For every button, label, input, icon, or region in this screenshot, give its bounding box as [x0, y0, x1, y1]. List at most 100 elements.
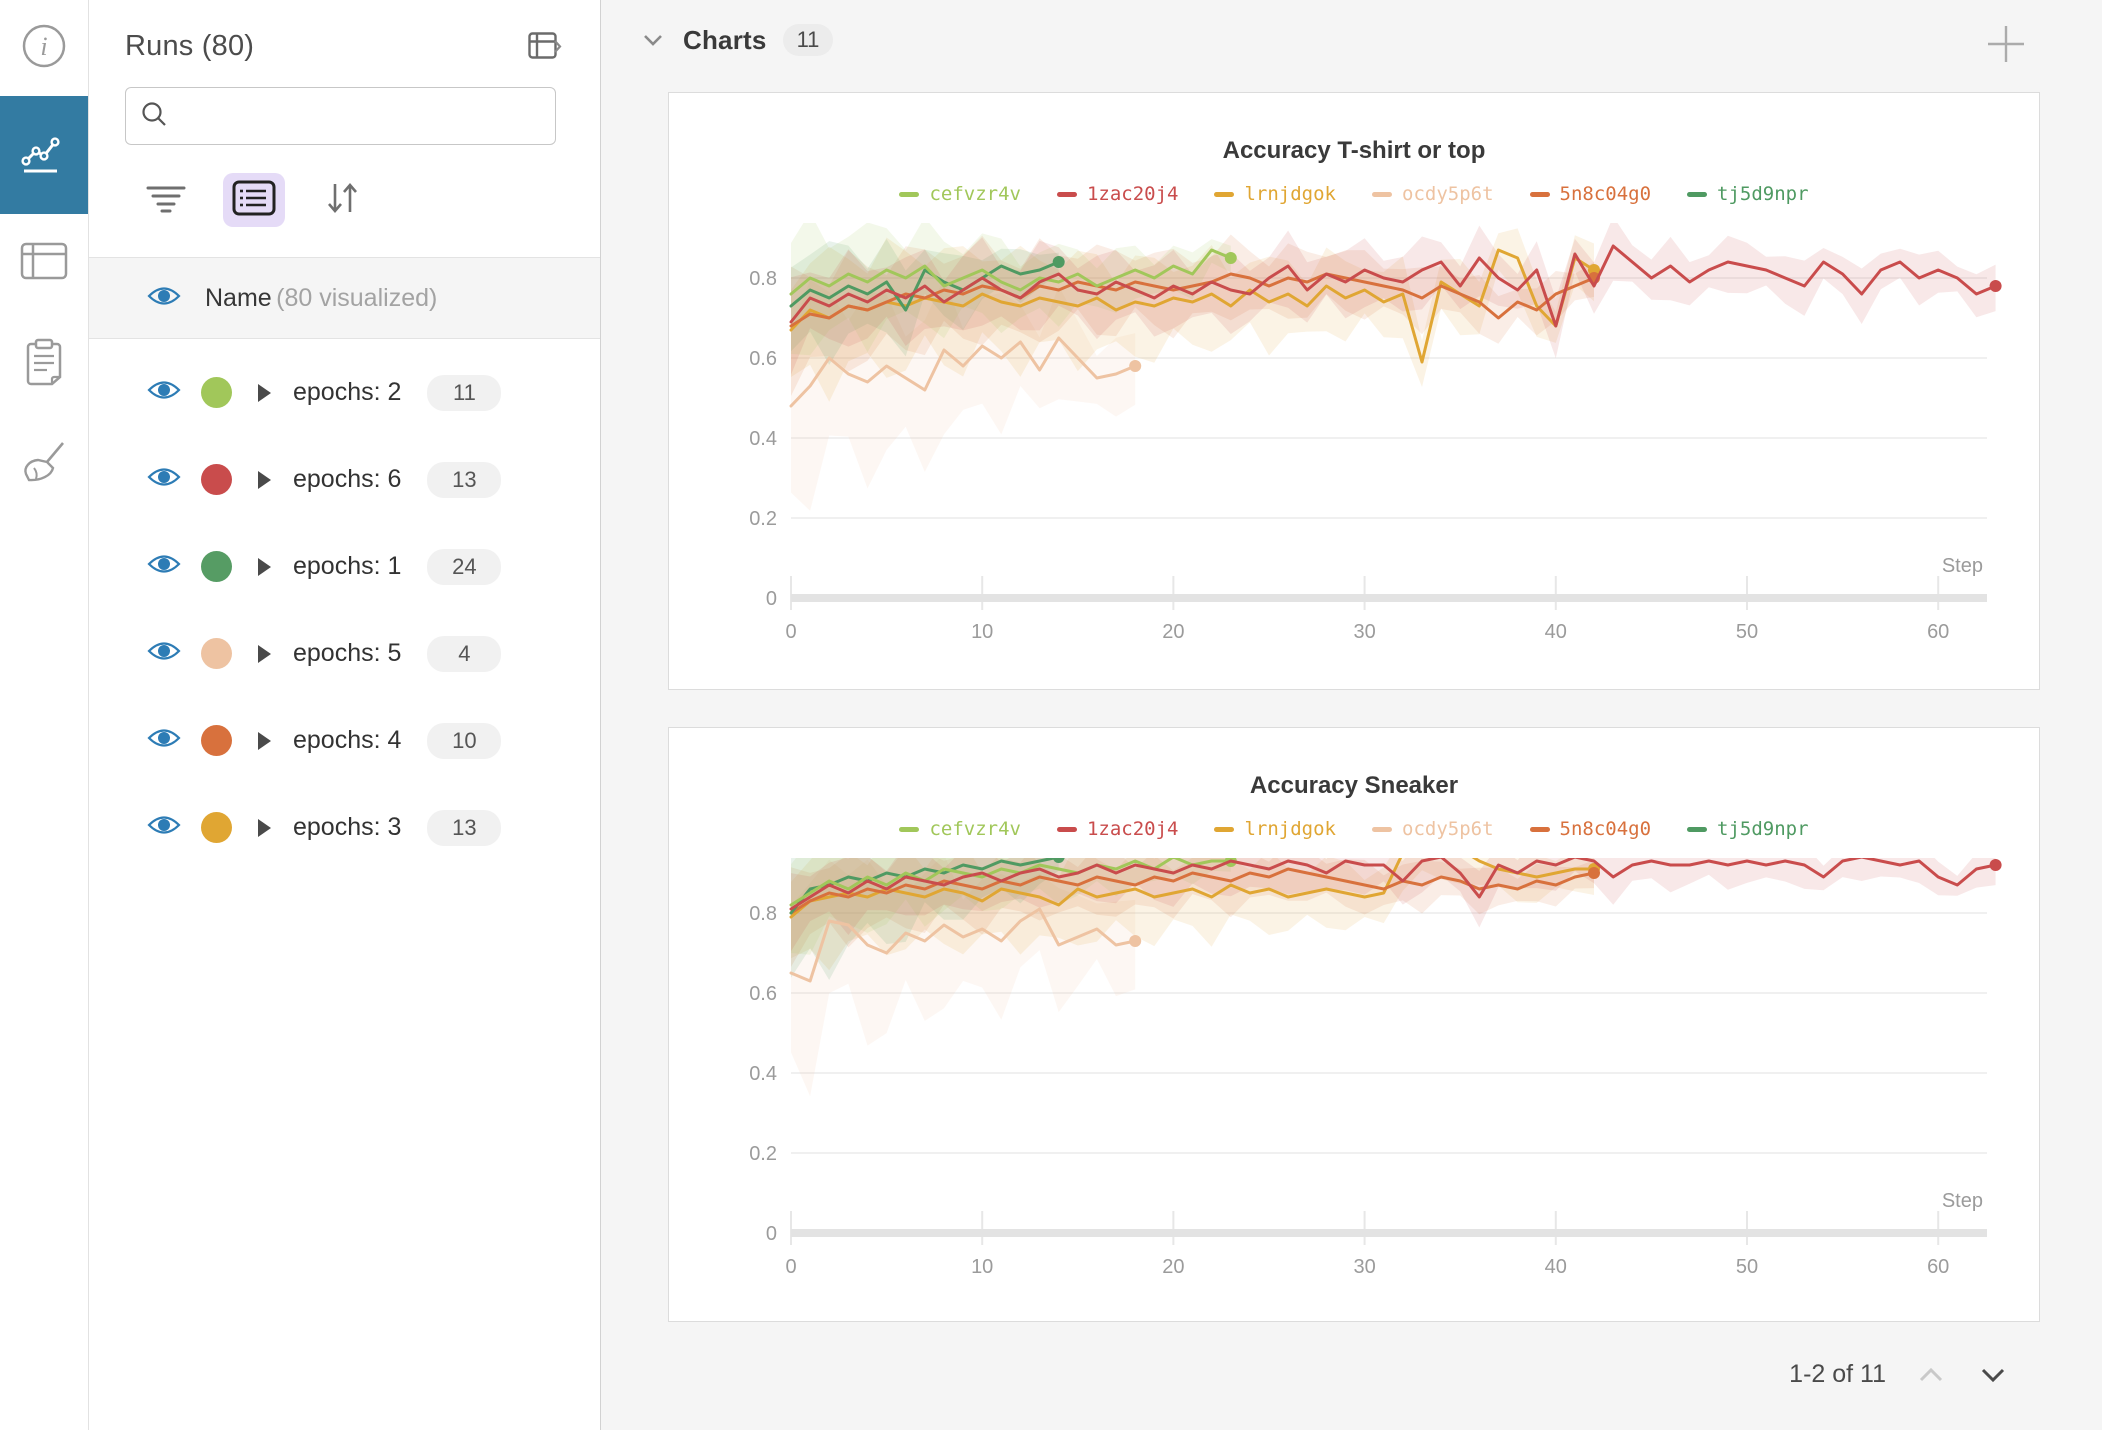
run-group-row[interactable]: epochs: 1 24	[89, 523, 600, 610]
visibility-eye-icon[interactable]	[147, 813, 181, 842]
svg-text:0.6: 0.6	[749, 983, 777, 1005]
pagination-label: 1-2 of 11	[1789, 1360, 1886, 1388]
legend-swatch	[1529, 191, 1550, 197]
visibility-eye-icon[interactable]	[147, 465, 181, 494]
runs-list-header[interactable]: Name (80 visualized)	[89, 257, 600, 339]
table-tab[interactable]	[0, 214, 88, 314]
run-group-row[interactable]: epochs: 6 13	[89, 436, 600, 523]
legend-run-name: 1zac20j4	[1086, 818, 1179, 840]
expand-caret-icon[interactable]	[258, 644, 271, 663]
run-group-label: epochs: 5	[293, 639, 402, 667]
svg-text:0.2: 0.2	[749, 508, 777, 530]
svg-text:0: 0	[766, 1223, 777, 1245]
svg-text:0: 0	[766, 588, 777, 610]
svg-text:0: 0	[785, 621, 796, 643]
run-group-row[interactable]: epochs: 5 4	[89, 610, 600, 697]
svg-text:Step: Step	[1942, 1190, 1983, 1212]
svg-text:20: 20	[1162, 621, 1184, 643]
sort-button[interactable]	[311, 173, 373, 227]
plus-icon	[1988, 26, 2024, 62]
expand-caret-icon[interactable]	[258, 731, 271, 750]
legend-run-name: ocdy5p6t	[1402, 818, 1494, 840]
legend-item[interactable]: 5n8c04g0	[1529, 818, 1651, 840]
search-input[interactable]	[178, 102, 541, 130]
notes-tab[interactable]	[0, 314, 88, 414]
info-tab[interactable]: i	[0, 0, 88, 96]
expand-caret-icon[interactable]	[258, 383, 271, 402]
workspace-main: Charts 11 Accuracy T-shirt or top cefvzr…	[601, 0, 2102, 1430]
group-list-button[interactable]	[223, 173, 285, 227]
legend-item[interactable]: ocdy5p6t	[1372, 818, 1494, 840]
charts-section-title: Charts	[683, 24, 767, 55]
run-group-count-badge: 13	[427, 461, 502, 498]
legend-item[interactable]: lrnjdgok	[1214, 818, 1336, 840]
page-up-button[interactable]	[1914, 1364, 1948, 1386]
legend-item[interactable]: tj5d9npr	[1687, 183, 1809, 205]
svg-text:0.4: 0.4	[749, 1063, 777, 1085]
legend-run-name: lrnjdgok	[1244, 183, 1336, 205]
runs-sidebar: Runs (80)	[89, 0, 601, 1430]
filter-button[interactable]	[135, 173, 197, 227]
expand-caret-icon[interactable]	[258, 470, 271, 489]
legend-swatch	[1687, 826, 1708, 832]
search-icon	[140, 100, 168, 133]
svg-text:0.8: 0.8	[749, 903, 777, 925]
legend-swatch	[899, 191, 920, 197]
legend-run-name: cefvzr4v	[929, 183, 1021, 205]
sweeps-tab[interactable]	[0, 414, 88, 514]
legend-item[interactable]: cefvzr4v	[899, 818, 1021, 840]
list-icon	[232, 180, 276, 221]
line-chart-icon	[19, 128, 69, 183]
visibility-eye-icon[interactable]	[147, 639, 181, 668]
run-group-label: epochs: 2	[293, 378, 402, 406]
collapse-charts-chevron-icon[interactable]	[639, 30, 667, 50]
legend-swatch	[1372, 191, 1392, 197]
run-group-label: epochs: 6	[293, 465, 402, 493]
legend-item[interactable]: 1zac20j4	[1056, 183, 1179, 205]
charts-tab[interactable]	[0, 96, 88, 214]
run-group-row[interactable]: epochs: 4 10	[89, 697, 600, 784]
legend-swatch	[1529, 826, 1550, 832]
run-group-count-badge: 24	[427, 548, 502, 585]
visibility-all-eye-icon[interactable]	[147, 284, 181, 313]
sort-icon	[322, 178, 362, 223]
svg-text:30: 30	[1353, 1256, 1375, 1278]
visibility-eye-icon[interactable]	[147, 726, 181, 755]
chart-legend: cefvzr4v 1zac20j4 lrnjdgok ocdy5p6t 5n8c04g0…	[669, 183, 2039, 205]
expand-caret-icon[interactable]	[258, 557, 271, 576]
runs-title: Runs (80)	[125, 30, 255, 62]
legend-run-name: 1zac20j4	[1086, 183, 1179, 205]
legend-item[interactable]: lrnjdgok	[1214, 183, 1336, 205]
legend-swatch	[1214, 826, 1235, 832]
legend-item[interactable]: cefvzr4v	[899, 183, 1021, 205]
run-group-color-dot	[201, 464, 232, 495]
chart-panel[interactable]: Accuracy T-shirt or top cefvzr4v 1zac20j4…	[668, 92, 2040, 690]
table-icon	[20, 242, 68, 287]
svg-text:0.4: 0.4	[749, 428, 777, 450]
svg-text:10: 10	[971, 1256, 993, 1278]
svg-text:50: 50	[1736, 1256, 1758, 1278]
chart-panel[interactable]: Accuracy Sneaker cefvzr4v 1zac20j4 lrnjdgo…	[668, 727, 2040, 1322]
runs-table-icon	[528, 31, 562, 59]
add-panel-button[interactable]	[1984, 22, 2028, 71]
legend-item[interactable]: 5n8c04g0	[1529, 183, 1651, 205]
legend-item[interactable]: tj5d9npr	[1687, 818, 1809, 840]
run-group-count-badge: 10	[427, 722, 502, 759]
legend-item[interactable]: 1zac20j4	[1056, 818, 1179, 840]
run-group-row[interactable]: epochs: 3 13	[89, 784, 600, 871]
legend-run-name: lrnjdgok	[1244, 818, 1336, 840]
svg-text:0.6: 0.6	[749, 348, 777, 370]
chevron-up-icon	[1919, 1367, 1943, 1381]
expand-runs-table-button[interactable]	[528, 31, 562, 62]
svg-text:0.2: 0.2	[749, 1143, 777, 1165]
visibility-eye-icon[interactable]	[147, 552, 181, 581]
svg-text:i: i	[40, 32, 47, 61]
svg-text:0: 0	[785, 1256, 796, 1278]
expand-caret-icon[interactable]	[258, 818, 271, 837]
legend-item[interactable]: ocdy5p6t	[1372, 183, 1494, 205]
svg-text:20: 20	[1162, 1256, 1184, 1278]
charts-count-badge: 11	[782, 24, 834, 56]
page-down-button[interactable]	[1976, 1364, 2010, 1386]
run-group-row[interactable]: epochs: 2 11	[89, 349, 600, 436]
visibility-eye-icon[interactable]	[147, 378, 181, 407]
